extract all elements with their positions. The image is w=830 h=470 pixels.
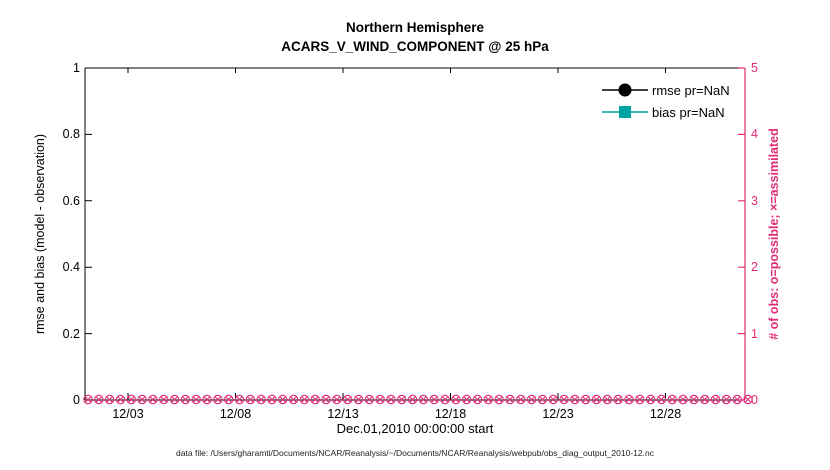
right-axis-tick-label-5: 5 — [751, 61, 758, 75]
left-y-axis-label: rmse and bias (model - observation) — [33, 133, 47, 335]
left-axis-tick-label-4: 0.8 — [62, 127, 80, 142]
data-file-caption: data file: /Users/gharamti/Documents/NCA… — [176, 448, 654, 458]
rmse-line-circle-marker-icon — [602, 83, 648, 97]
left-axis-tick-label-5: 1 — [73, 61, 80, 75]
legend-label-bias: bias pr=NaN — [652, 104, 725, 120]
right-axis-ticks — [738, 67, 745, 401]
left-axis-tick-label-0: 0 — [73, 393, 80, 407]
legend-item-rmse: rmse pr=NaN — [601, 79, 730, 101]
bottom-axis-ticks — [127, 393, 666, 400]
right-axis-tick-label-4: 4 — [751, 127, 758, 142]
x-axis-tick-label-3: 12/18 — [434, 407, 467, 421]
left-axis-tick-label-1: 0.2 — [62, 326, 80, 341]
right-axis-tick-label-3: 3 — [751, 193, 758, 208]
legend: rmse pr=NaN bias pr=NaN — [601, 79, 730, 123]
right-axis-tick-label-0: 0 — [751, 393, 758, 407]
x-axis-tick-label-5: 12/28 — [649, 407, 682, 421]
x-axis-tick-label-4: 12/23 — [542, 407, 574, 421]
x-axis-tick-label-1: 12/08 — [219, 407, 252, 421]
x-axis-tick-label-2: 12/13 — [327, 407, 359, 421]
right-axis-tick-label-2: 2 — [751, 260, 758, 275]
obs-count-markers — [83, 394, 753, 405]
legend-item-bias: bias pr=NaN — [601, 101, 730, 123]
top-axis-ticks — [127, 68, 666, 73]
x-axis-label: Dec.01,2010 00:00:00 start — [336, 421, 494, 436]
right-y-axis-label: # of obs: o=possible; ×=assimilated — [767, 128, 781, 340]
x-axis-tick-label-0: 12/03 — [112, 407, 144, 421]
legend-label-rmse: rmse pr=NaN — [652, 82, 730, 98]
left-axis-tick-label-2: 0.4 — [62, 260, 80, 275]
bias-line-square-marker-icon — [602, 106, 648, 118]
chart-title-line1: Northern Hemisphere — [345, 20, 485, 35]
left-axis-ticks — [85, 67, 92, 401]
chart-title-line2: ACARS_V_WIND_COMPONENT @ 25 hPa — [281, 39, 549, 54]
right-axis-tick-label-1: 1 — [751, 326, 758, 341]
left-axis-tick-label-3: 0.6 — [62, 193, 80, 208]
